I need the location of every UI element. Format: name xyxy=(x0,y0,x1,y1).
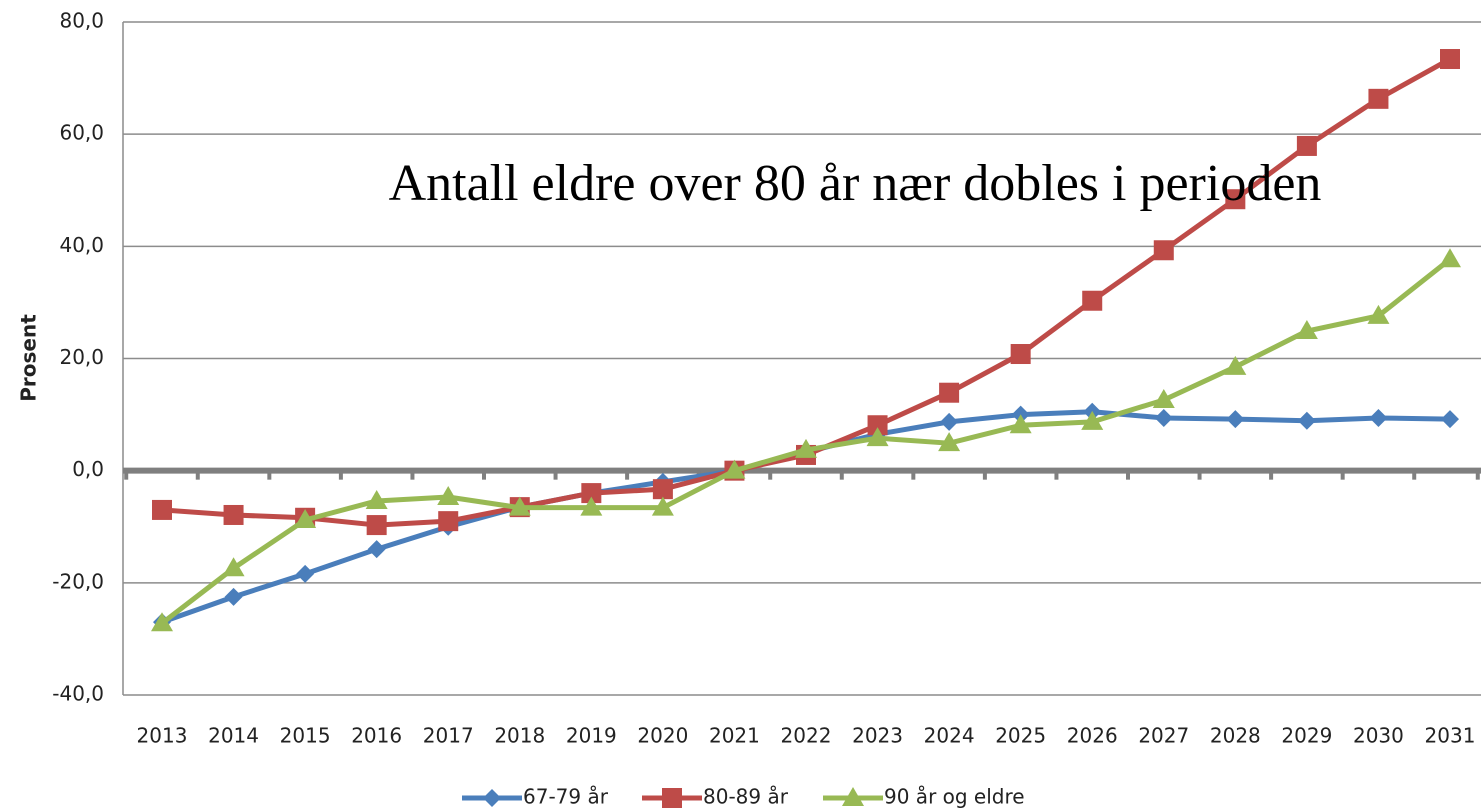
grid xyxy=(123,21,1481,696)
legend: 67-79 år 80-89 år 90 år og eldre xyxy=(462,785,1025,809)
marker xyxy=(1152,389,1175,409)
y-tick-label: 40,0 xyxy=(59,233,104,257)
marker xyxy=(1439,248,1461,268)
marker xyxy=(1081,410,1104,430)
marker xyxy=(651,496,674,516)
y-tick-label: 0,0 xyxy=(72,457,104,481)
marker xyxy=(483,789,501,807)
x-tick-label: 2029 xyxy=(1281,724,1332,748)
marker xyxy=(867,415,888,436)
x-tick-label: 2020 xyxy=(637,724,688,748)
x-tick-label: 2021 xyxy=(709,724,760,748)
marker xyxy=(152,499,172,520)
marker xyxy=(438,511,459,532)
marker xyxy=(1226,410,1245,429)
marker xyxy=(1295,320,1318,340)
y-tick-label: -40,0 xyxy=(52,682,104,706)
marker xyxy=(222,557,245,577)
annotation: Antall eldre over 80 år nær dobles i per… xyxy=(389,155,1322,212)
marker xyxy=(365,489,388,509)
marker xyxy=(1441,410,1459,429)
marker xyxy=(1440,49,1460,70)
x-tick-label: 2030 xyxy=(1353,724,1404,748)
x-tick-label: 2015 xyxy=(280,724,331,748)
marker xyxy=(1225,189,1246,210)
marker xyxy=(366,515,387,536)
marker xyxy=(723,459,746,479)
x-tick-label: 2016 xyxy=(351,724,402,748)
marker xyxy=(294,509,317,529)
marker xyxy=(1368,88,1389,109)
marker xyxy=(1153,240,1174,261)
marker xyxy=(866,427,889,447)
x-tick-label: 2018 xyxy=(494,724,545,748)
marker xyxy=(437,486,460,506)
legend-label: 80-89 år xyxy=(703,785,789,809)
marker xyxy=(1154,408,1173,427)
marker xyxy=(1297,411,1316,430)
y-tick-label: 60,0 xyxy=(59,121,104,145)
marker xyxy=(940,412,959,431)
x-tick-label: 2026 xyxy=(1067,724,1118,748)
x-tick-label: 2013 xyxy=(137,724,188,748)
marker xyxy=(662,788,682,808)
x-tick-label: 2014 xyxy=(208,724,259,748)
marker xyxy=(1224,355,1247,375)
legend-label: 67-79 år xyxy=(523,785,609,809)
marker xyxy=(1082,290,1103,311)
legend-label: 90 år og eldre xyxy=(884,785,1025,809)
x-tick-label: 2017 xyxy=(423,724,474,748)
marker xyxy=(842,787,864,806)
x-tick-label: 2019 xyxy=(566,724,617,748)
x-tick-label: 2024 xyxy=(924,724,975,748)
y-tick-label: -20,0 xyxy=(52,569,104,593)
series xyxy=(151,49,1461,632)
marker xyxy=(1009,414,1032,434)
marker xyxy=(296,564,315,583)
marker xyxy=(939,382,960,403)
marker xyxy=(224,587,243,606)
x-tick-label: 2031 xyxy=(1425,724,1476,748)
marker xyxy=(1010,344,1031,365)
marker xyxy=(1367,304,1390,324)
marker xyxy=(652,479,673,500)
marker xyxy=(1296,135,1317,156)
marker xyxy=(580,496,603,516)
y-tick-label: 80,0 xyxy=(59,9,104,33)
x-tick-label: 2025 xyxy=(995,724,1046,748)
y-axis-label: Prosent xyxy=(17,314,41,402)
x-tick-label: 2027 xyxy=(1138,724,1189,748)
marker xyxy=(1369,408,1388,427)
marker xyxy=(938,432,961,452)
marker xyxy=(151,612,173,632)
y-tick-label: 20,0 xyxy=(59,345,104,369)
marker xyxy=(581,483,602,504)
x-tick-label: 2028 xyxy=(1210,724,1261,748)
marker xyxy=(223,504,244,525)
marker xyxy=(367,540,386,559)
x-tick-label: 2022 xyxy=(781,724,832,748)
marker xyxy=(508,496,531,516)
marker xyxy=(795,438,817,458)
x-tick-label: 2023 xyxy=(852,724,903,748)
